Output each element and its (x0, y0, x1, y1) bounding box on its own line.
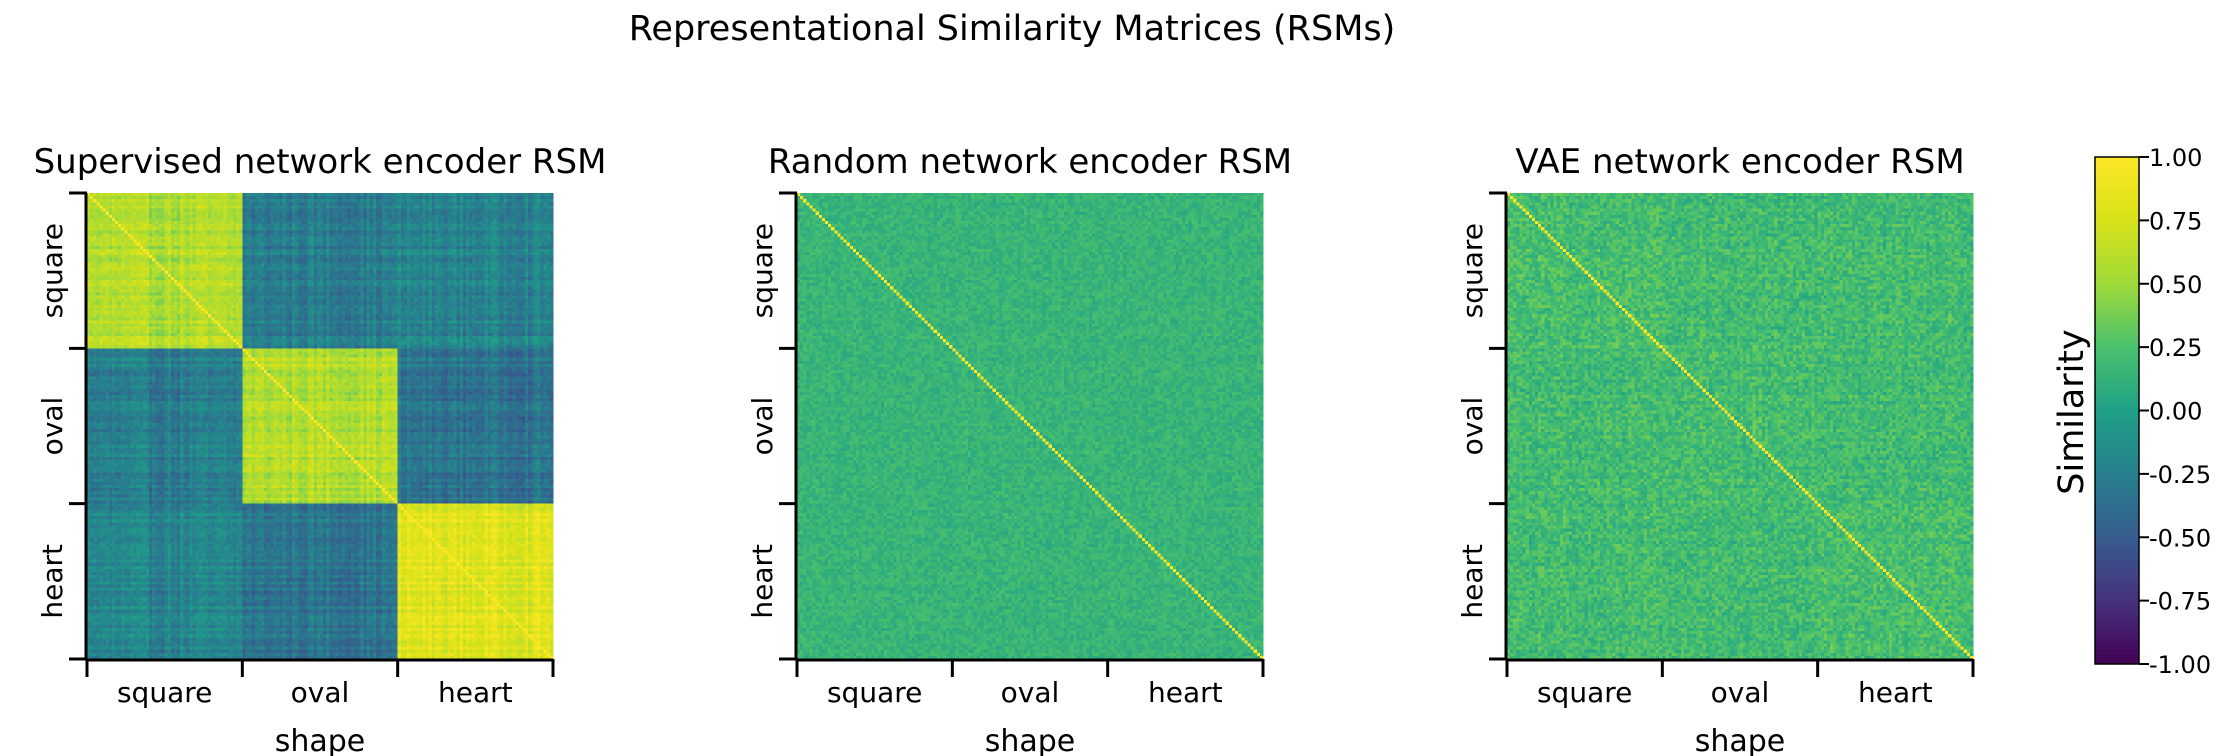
colorbar-tick-label: -0.50 (2149, 524, 2211, 552)
colorbar-tick-label: 0.25 (2149, 334, 2202, 362)
y-tick-label: square (36, 223, 69, 318)
y-tick-label: heart (36, 544, 69, 619)
colorbar-tick-label: 0.00 (2149, 398, 2202, 426)
panel-title: VAE network encoder RSM (1515, 142, 1964, 182)
heatmap-cells (797, 193, 1263, 659)
x-tick-label: square (1537, 676, 1632, 709)
x-axis-label: shape (275, 724, 366, 756)
x-axis-label: shape (985, 724, 1076, 756)
colorbar-tick-label: 0.75 (2149, 207, 2202, 235)
y-tick-label: oval (746, 397, 779, 456)
heatmap-panel-2: Random network encoder RSM square square ov… (746, 142, 1292, 756)
x-axis-label: shape (1695, 724, 1786, 756)
y-tick-label: heart (1456, 544, 1489, 619)
figure-suptitle: Representational Similarity Matrices (RS… (629, 9, 1396, 49)
colorbar-tick-label: -1.00 (2149, 651, 2211, 679)
colorbar-label: Similarity (2052, 329, 2092, 494)
colorbar: 1.00 0.75 0.50 0.25 0.00 -0.25 -0.50 -0.75 -1.00… (2052, 144, 2211, 679)
y-tick-label: oval (1456, 397, 1489, 456)
y-tick-label: square (746, 223, 779, 318)
x-tick-label: oval (1001, 676, 1060, 709)
x-tick-label: heart (1858, 676, 1933, 709)
panel-title: Supervised network encoder RSM (34, 142, 607, 182)
heatmap-panel-1: Supervised network encoder RSM square squa… (34, 142, 607, 756)
x-tick-label: square (117, 676, 212, 709)
x-tick-label: heart (438, 676, 513, 709)
colorbar-tick-label: -0.75 (2149, 588, 2211, 616)
panel-title: Random network encoder RSM (768, 142, 1292, 182)
heatmap-cells (1507, 193, 1973, 659)
colorbar-gradient (2095, 157, 2139, 664)
x-tick-label: oval (291, 676, 350, 709)
heatmap-panel-3: VAE network encoder RSM square square oval o… (1456, 142, 1973, 756)
heatmap-cells (87, 193, 553, 659)
x-tick-label: heart (1148, 676, 1223, 709)
colorbar-tick-label: 1.00 (2149, 144, 2202, 172)
colorbar-tick-label: -0.25 (2149, 461, 2211, 489)
x-tick-label: square (827, 676, 922, 709)
colorbar-tick-label: 0.50 (2149, 271, 2202, 299)
x-tick-label: oval (1711, 676, 1770, 709)
y-tick-label: oval (36, 397, 69, 456)
y-tick-label: heart (746, 544, 779, 619)
y-tick-label: square (1456, 223, 1489, 318)
